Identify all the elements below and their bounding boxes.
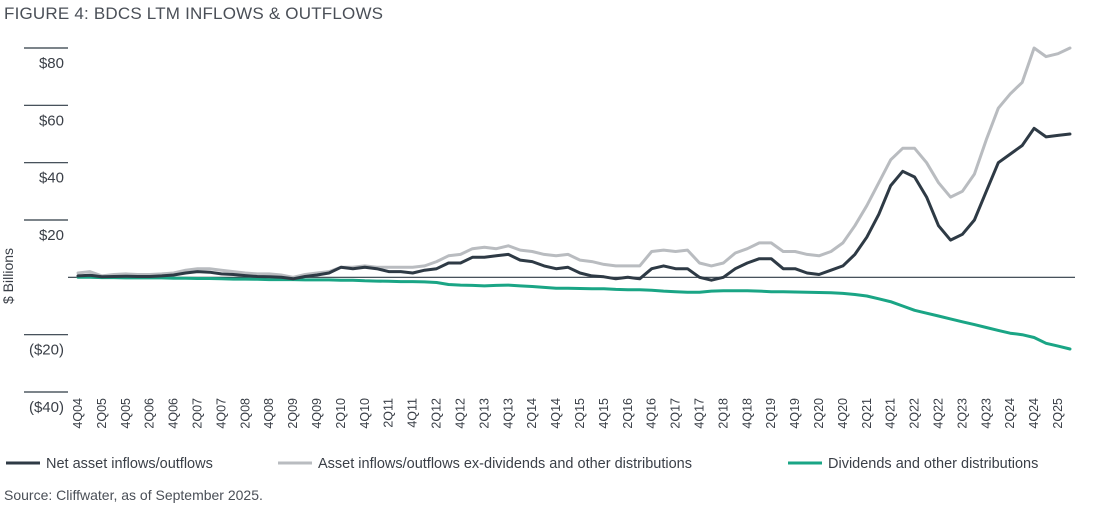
x-tick-label: 4Q07 bbox=[214, 398, 228, 429]
series-line-dividends bbox=[76, 275, 1072, 351]
y-tick-label: ($40) bbox=[29, 399, 64, 416]
x-axis: 4Q04 2Q05 4Q05 2Q06 4Q06 2Q07 4Q07 2Q08 4Q08 2Q09… bbox=[71, 398, 1065, 429]
x-tick-label: 2Q20 bbox=[812, 398, 826, 429]
x-tick-label: 2Q24 bbox=[1003, 398, 1017, 429]
x-tick-label: 2Q13 bbox=[477, 398, 491, 429]
legend-item-gross: Asset inflows/outflows ex-dividends and … bbox=[278, 456, 692, 472]
x-tick-label: 2Q23 bbox=[955, 398, 969, 429]
x-tick-label: 4Q20 bbox=[836, 398, 850, 429]
legend-label-gross: Asset inflows/outflows ex-dividends and … bbox=[318, 456, 692, 472]
x-tick-label: 4Q11 bbox=[406, 398, 420, 428]
x-tick-label: 2Q06 bbox=[143, 398, 157, 429]
legend-label-net: Net asset inflows/outflows bbox=[46, 456, 213, 472]
x-tick-label: 4Q05 bbox=[119, 398, 133, 429]
x-tick-label: 2Q05 bbox=[95, 398, 109, 429]
x-tick-label: 4Q16 bbox=[645, 398, 659, 429]
x-tick-label: 4Q15 bbox=[597, 398, 611, 429]
x-tick-label: 4Q04 bbox=[71, 398, 85, 429]
x-tick-label: 4Q14 bbox=[549, 398, 563, 429]
source-note: Source: Cliffwater, as of September 2025… bbox=[4, 487, 263, 503]
x-tick-label: 4Q13 bbox=[501, 398, 515, 429]
x-tick-label: 2Q11 bbox=[382, 398, 396, 428]
x-tick-label: 2Q17 bbox=[669, 398, 683, 429]
x-tick-label: 2Q09 bbox=[286, 398, 300, 429]
x-tick-label: 4Q18 bbox=[740, 398, 754, 429]
series-line-net bbox=[76, 126, 1072, 282]
x-tick-label: 2Q21 bbox=[860, 398, 874, 429]
series-line-gross bbox=[76, 46, 1072, 279]
x-tick-label: 4Q06 bbox=[167, 398, 181, 429]
legend-label-dividends: Dividends and other distributions bbox=[828, 456, 1038, 472]
legend-item-dividends: Dividends and other distributions bbox=[788, 456, 1038, 472]
x-tick-label: 2Q16 bbox=[621, 398, 635, 429]
legend-item-net: Net asset inflows/outflows bbox=[6, 456, 213, 472]
x-tick-label: 2Q07 bbox=[191, 398, 205, 429]
x-tick-label: 2Q10 bbox=[334, 398, 348, 429]
x-tick-label: 2Q19 bbox=[764, 398, 778, 429]
x-tick-label: 4Q22 bbox=[932, 398, 946, 429]
x-tick-label: 4Q10 bbox=[358, 398, 372, 429]
figure-title: FIGURE 4: BDCS LTM INFLOWS & OUTFLOWS bbox=[4, 4, 384, 23]
x-tick-label: 2Q22 bbox=[908, 398, 922, 429]
x-tick-label: 4Q23 bbox=[979, 398, 993, 429]
y-tick-label: ($20) bbox=[29, 342, 64, 359]
y-tick-label: $60 bbox=[39, 112, 64, 129]
x-tick-label: 2Q25 bbox=[1051, 398, 1065, 429]
y-tick-label: $80 bbox=[39, 55, 64, 72]
legend: Net asset inflows/outflows Asset inflows… bbox=[6, 456, 1038, 472]
x-tick-label: 2Q08 bbox=[238, 398, 252, 429]
x-tick-label: 2Q18 bbox=[716, 398, 730, 429]
series-group bbox=[76, 46, 1072, 351]
x-tick-label: 2Q12 bbox=[430, 398, 444, 429]
y-axis: $80 $60 $40 $20 ($20) ($40) bbox=[24, 47, 68, 416]
x-tick-label: 4Q21 bbox=[884, 398, 898, 429]
x-tick-label: 2Q14 bbox=[525, 398, 539, 429]
y-tick-label: $40 bbox=[39, 170, 64, 187]
y-tick-label: $20 bbox=[39, 227, 64, 244]
x-tick-label: 4Q09 bbox=[310, 398, 324, 429]
x-tick-label: 4Q19 bbox=[788, 398, 802, 429]
x-tick-label: 4Q17 bbox=[692, 398, 706, 429]
x-tick-label: 4Q24 bbox=[1027, 398, 1041, 429]
x-tick-label: 4Q12 bbox=[453, 398, 467, 429]
x-tick-label: 4Q08 bbox=[262, 398, 276, 429]
y-axis-label: $ Billions bbox=[0, 248, 16, 304]
x-tick-label: 2Q15 bbox=[573, 398, 587, 429]
